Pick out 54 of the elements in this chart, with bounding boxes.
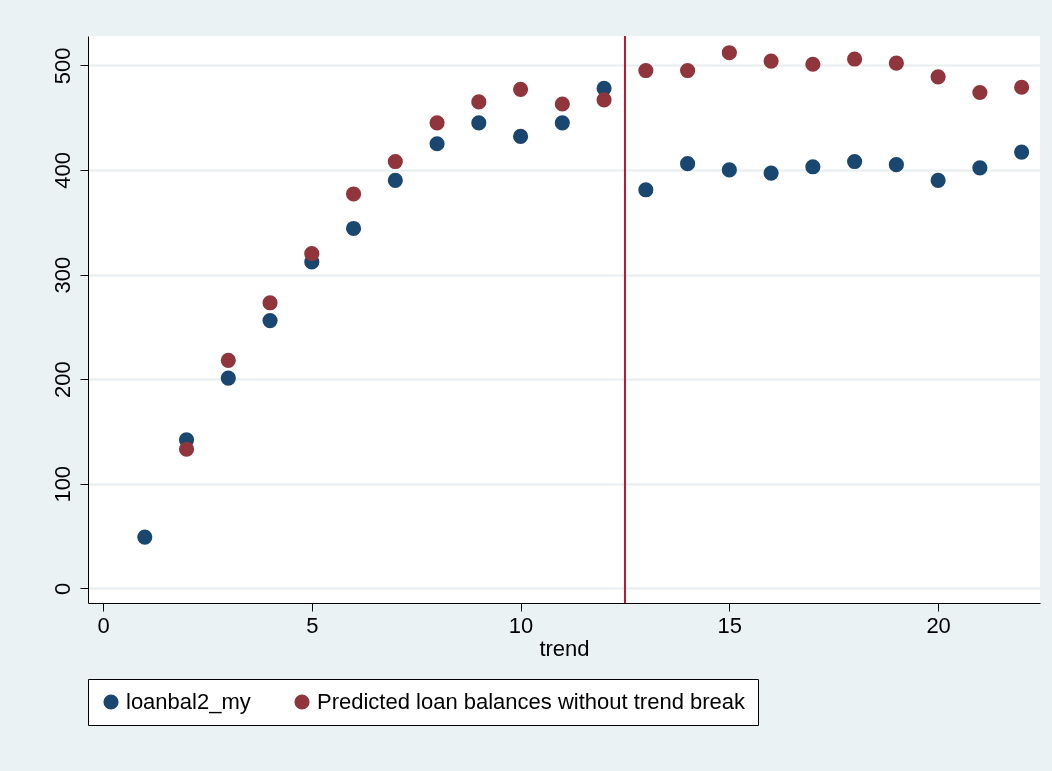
point <box>304 246 320 262</box>
point <box>888 157 904 173</box>
point <box>178 441 195 457</box>
point <box>930 172 946 188</box>
point <box>805 159 821 175</box>
x-tick-label: 10 <box>508 612 534 638</box>
point <box>345 220 362 237</box>
x-tick-label: 15 <box>717 612 743 638</box>
y-tick-label: 200 <box>49 361 75 398</box>
point <box>763 165 779 181</box>
point <box>387 153 403 170</box>
point <box>387 172 403 188</box>
point <box>429 136 445 152</box>
point <box>429 115 445 131</box>
point <box>721 45 737 61</box>
point <box>888 55 904 71</box>
point <box>220 370 236 386</box>
point <box>554 96 570 112</box>
point <box>471 115 487 131</box>
point <box>137 529 153 545</box>
point <box>972 84 988 101</box>
x-tick-label: 0 <box>97 612 110 638</box>
point <box>262 295 278 311</box>
point <box>680 62 696 79</box>
point <box>805 56 821 72</box>
point <box>512 81 529 97</box>
point <box>1014 79 1030 95</box>
point <box>262 312 278 329</box>
y-tick-label: 500 <box>49 47 75 85</box>
point <box>680 156 696 172</box>
legend-label: loanbal2_my <box>126 689 251 714</box>
legend-label: Predicted loan balances without trend break <box>317 689 747 714</box>
point <box>471 94 487 110</box>
point <box>763 53 779 69</box>
y-tick-label: 300 <box>49 256 75 294</box>
x-axis-title: trend <box>539 635 590 661</box>
point <box>345 186 362 202</box>
point <box>554 115 570 131</box>
point <box>1014 144 1030 160</box>
point <box>596 92 612 108</box>
point <box>638 62 654 79</box>
x-tick-label: 20 <box>926 612 951 638</box>
point <box>972 160 988 176</box>
point <box>512 128 529 144</box>
point <box>220 352 236 368</box>
point <box>847 153 863 170</box>
point <box>638 182 654 198</box>
point <box>847 51 863 67</box>
x-tick-label: 5 <box>306 612 319 638</box>
y-tick-label: 0 <box>49 582 75 595</box>
y-tick-label: 100 <box>49 465 75 503</box>
point <box>930 69 946 85</box>
point <box>721 162 737 178</box>
y-tick-label: 400 <box>49 152 75 189</box>
